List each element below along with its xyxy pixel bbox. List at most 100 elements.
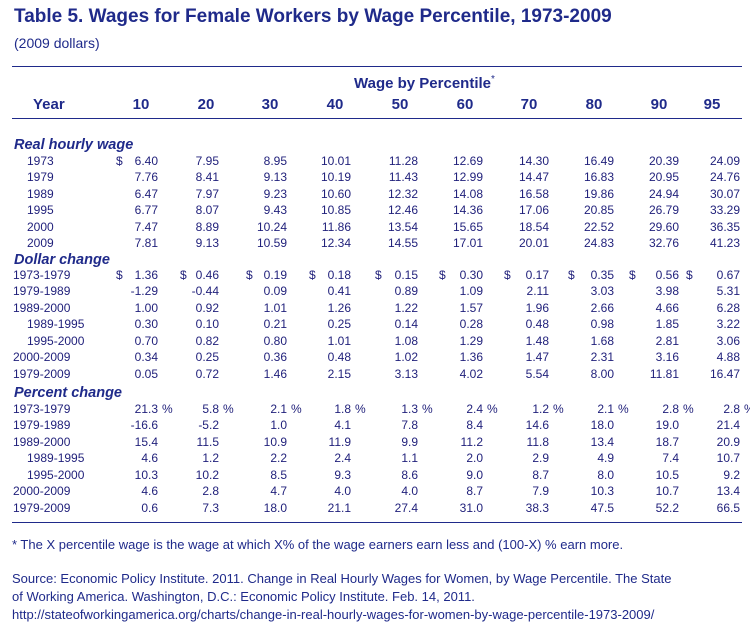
table-cell: 17.06 [518, 203, 549, 218]
table-cell: 66.5 [716, 500, 740, 515]
table-cell: 47.5 [590, 500, 614, 515]
table-cell: 11.2 [460, 434, 483, 449]
table-cell: 0.19 [263, 268, 287, 282]
table-cell: 0.92 [195, 300, 219, 315]
table-cell: 2.8 [202, 484, 219, 499]
percent-sign: % [162, 402, 173, 416]
dollar-sign: $ [686, 268, 693, 282]
table-cell: 0.6 [141, 500, 158, 515]
wage-by-percentile-header: Wage by Percentile* [354, 74, 495, 92]
table-cell: 9.3 [334, 467, 351, 482]
table-cell: 20.95 [648, 170, 679, 185]
table-cell: 0.36 [263, 350, 287, 365]
dollar-sign: $ [309, 268, 316, 282]
table-row: 1979-2009 0.05 0.72 1.46 2.15 3.13 4.02 5.54 8.0… [0, 367, 750, 382]
section-title: Dollar change [14, 252, 110, 268]
table-cell: 7.8 [401, 418, 418, 433]
table-cell: 41.23 [709, 236, 740, 251]
row-label: 1979-2009 [13, 366, 71, 381]
table-row: 1989 6.47 7.97 9.23 10.60 12.32 14.08 16.58 19.8… [0, 187, 750, 202]
table-cell: 6.40 [134, 154, 158, 168]
table-cell: 30.07 [709, 186, 740, 201]
table-cell: 10.01 [320, 154, 351, 168]
table-row: 1979-1989 -1.29 -0.44 0.09 0.41 0.89 1.09 2.11 3… [0, 284, 750, 299]
percent-sign: % [355, 402, 366, 416]
table-cell: 6.47 [134, 186, 158, 201]
percentile-header-20: 20 [197, 96, 215, 113]
table-cell: 6.77 [134, 203, 158, 218]
row-label: 1995 [27, 203, 54, 218]
table-cell: 10.7 [655, 484, 679, 499]
table-row: 1989-2000 1.00 0.92 1.01 1.26 1.22 1.57 1.96 2.6… [0, 301, 750, 316]
table-cell: 6.28 [716, 300, 740, 315]
table-cell: 0.18 [327, 268, 351, 282]
table-cell: 0.35 [590, 268, 614, 282]
table-cell: 7.81 [134, 236, 158, 251]
table-cell: 19.86 [583, 186, 614, 201]
table-cell: 12.34 [320, 236, 351, 251]
table-cell: 2.4 [466, 402, 483, 416]
table-cell: 38.3 [525, 500, 549, 515]
table-cell: 1.57 [459, 300, 483, 315]
table-cell: 15.4 [134, 434, 158, 449]
table-cell: 31.0 [459, 500, 483, 515]
header-rule [12, 118, 742, 119]
table-cell: 0.70 [134, 333, 158, 348]
row-label: 1973-1979 [13, 268, 71, 282]
table-cell: 18.0 [263, 500, 287, 515]
table-cell: 14.47 [518, 170, 549, 185]
table-cell: 1.36 [459, 350, 483, 365]
table-cell: 14.30 [518, 154, 549, 168]
table-cell: 0.48 [327, 350, 351, 365]
table-cell: 2.0 [466, 451, 483, 466]
table-cell: 3.16 [655, 350, 679, 365]
percentile-header-10: 10 [132, 96, 150, 113]
percentile-header-90: 90 [650, 96, 668, 113]
row-label: 2000-2009 [13, 350, 71, 365]
dollar-sign: $ [180, 268, 187, 282]
table-cell: 11.81 [649, 366, 679, 381]
table-cell: 4.6 [141, 484, 158, 499]
table-cell: 29.60 [648, 219, 679, 234]
table-cell: 21.1 [327, 500, 351, 515]
table-cell: 0.21 [263, 317, 287, 332]
row-label: 1989-1995 [27, 451, 85, 466]
table-row: 1979-1989 -16.6 -5.2 1.0 4.1 7.8 8.4 14.6 18.0 19… [0, 418, 750, 433]
table-cell: 3.98 [655, 284, 679, 299]
table-cell: 10.9 [263, 434, 287, 449]
row-label: 1979-1989 [13, 284, 71, 299]
table-cell: 8.89 [195, 219, 219, 234]
table-cell: 0.05 [134, 366, 158, 381]
table-cell: 4.02 [459, 366, 483, 381]
row-label: 1979-1989 [13, 418, 71, 433]
table-cell: 19.0 [655, 418, 679, 433]
table-cell: 0.10 [195, 317, 219, 332]
table-cell: 7.76 [134, 170, 158, 185]
table-row: 2000 7.47 8.89 10.24 11.86 13.54 15.65 18.54 22.… [0, 220, 750, 235]
table-title: Table 5. Wages for Female Workers by Wag… [14, 6, 612, 27]
row-label: 1995-2000 [27, 467, 85, 482]
table-cell: 1.08 [394, 333, 418, 348]
table-cell: -0.44 [191, 284, 219, 299]
row-label: 1973 [27, 154, 54, 168]
table-cell: 3.22 [716, 317, 740, 332]
table-cell: 0.80 [263, 333, 287, 348]
table-row: 1973-1979 21.3% 5.8% 2.1% 1.8% 1.3% 2.4% 1.2% 2.… [0, 402, 750, 417]
table-cell: 17.01 [452, 236, 483, 251]
table-cell: -1.29 [130, 284, 158, 299]
table-subtitle: (2009 dollars) [14, 35, 100, 51]
table-cell: 4.0 [401, 484, 418, 499]
table-cell: 21.4 [716, 418, 740, 433]
table-cell: 2.1 [270, 402, 287, 416]
table-cell: -16.6 [130, 418, 158, 433]
source-line-1: Source: Economic Policy Institute. 2011.… [12, 571, 672, 586]
table-cell: 0.82 [195, 333, 219, 348]
source-url[interactable]: http://stateofworkingamerica.org/charts/… [12, 607, 655, 622]
source-line-2: of Working America. Washington, D.C.: Ec… [12, 589, 475, 604]
table-cell: 12.32 [387, 186, 418, 201]
table-cell: 1.85 [655, 317, 679, 332]
table-cell: 1.3 [401, 402, 418, 416]
table-row: 2000-2009 0.34 0.25 0.36 0.48 1.02 1.36 1.47 2.3… [0, 350, 750, 365]
percentile-header-70: 70 [520, 96, 538, 113]
table-cell: 7.3 [202, 500, 219, 515]
